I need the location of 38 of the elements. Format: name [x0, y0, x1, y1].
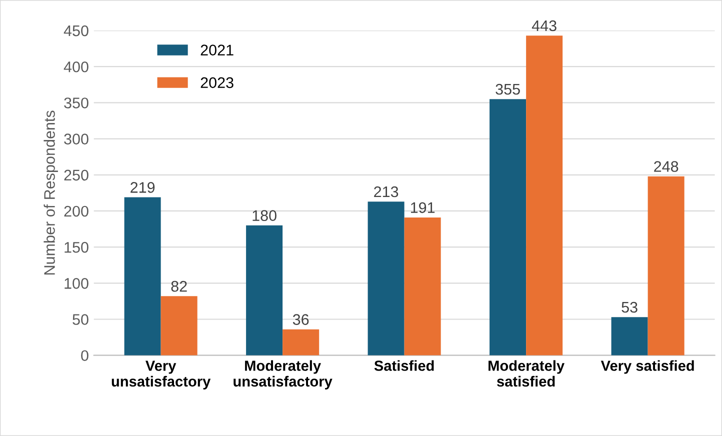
bar	[368, 202, 404, 356]
bar	[404, 217, 441, 356]
y-tick-label: 300	[64, 134, 88, 144]
y-tick-label: 100	[64, 278, 88, 289]
bar	[246, 225, 283, 356]
bar	[526, 36, 563, 356]
bar	[160, 296, 198, 356]
bar	[490, 99, 526, 356]
bar	[648, 176, 684, 356]
data-label: 191	[411, 202, 435, 214]
x-tick-label: Moderately unsatisfactory	[234, 360, 332, 390]
data-label: 355	[496, 84, 520, 95]
y-tick-label: 200	[64, 206, 88, 217]
y-tick-label: 0	[81, 350, 88, 362]
data-label: 213	[374, 186, 398, 198]
y-tick-label: 400	[64, 61, 88, 72]
y-tick-label: 350	[64, 98, 88, 108]
legend-label: 2023	[200, 77, 234, 88]
bar	[282, 329, 320, 356]
data-label: 180	[252, 210, 276, 222]
data-label: 443	[532, 20, 556, 32]
data-label: 53	[622, 302, 638, 313]
data-label: 82	[171, 280, 187, 292]
data-label: 219	[130, 182, 155, 193]
x-tick-label: Moderately satisfied	[488, 360, 564, 387]
x-tick-label: Very unsatisfactory	[112, 360, 211, 390]
x-tick-label: Satisfied	[374, 360, 434, 371]
y-tick-label: 50	[72, 314, 88, 325]
bar	[124, 197, 161, 356]
y-axis-title: Number of Respondents	[44, 110, 58, 274]
y-tick-label: 450	[64, 25, 88, 36]
data-label: 248	[654, 161, 678, 172]
legend-label: 2021	[200, 44, 234, 56]
bar	[611, 317, 648, 356]
x-tick-label: Very satisfied	[600, 360, 694, 374]
y-tick-label: 250	[64, 170, 88, 181]
y-tick-label: 150	[64, 242, 88, 253]
data-label: 36	[292, 314, 309, 325]
